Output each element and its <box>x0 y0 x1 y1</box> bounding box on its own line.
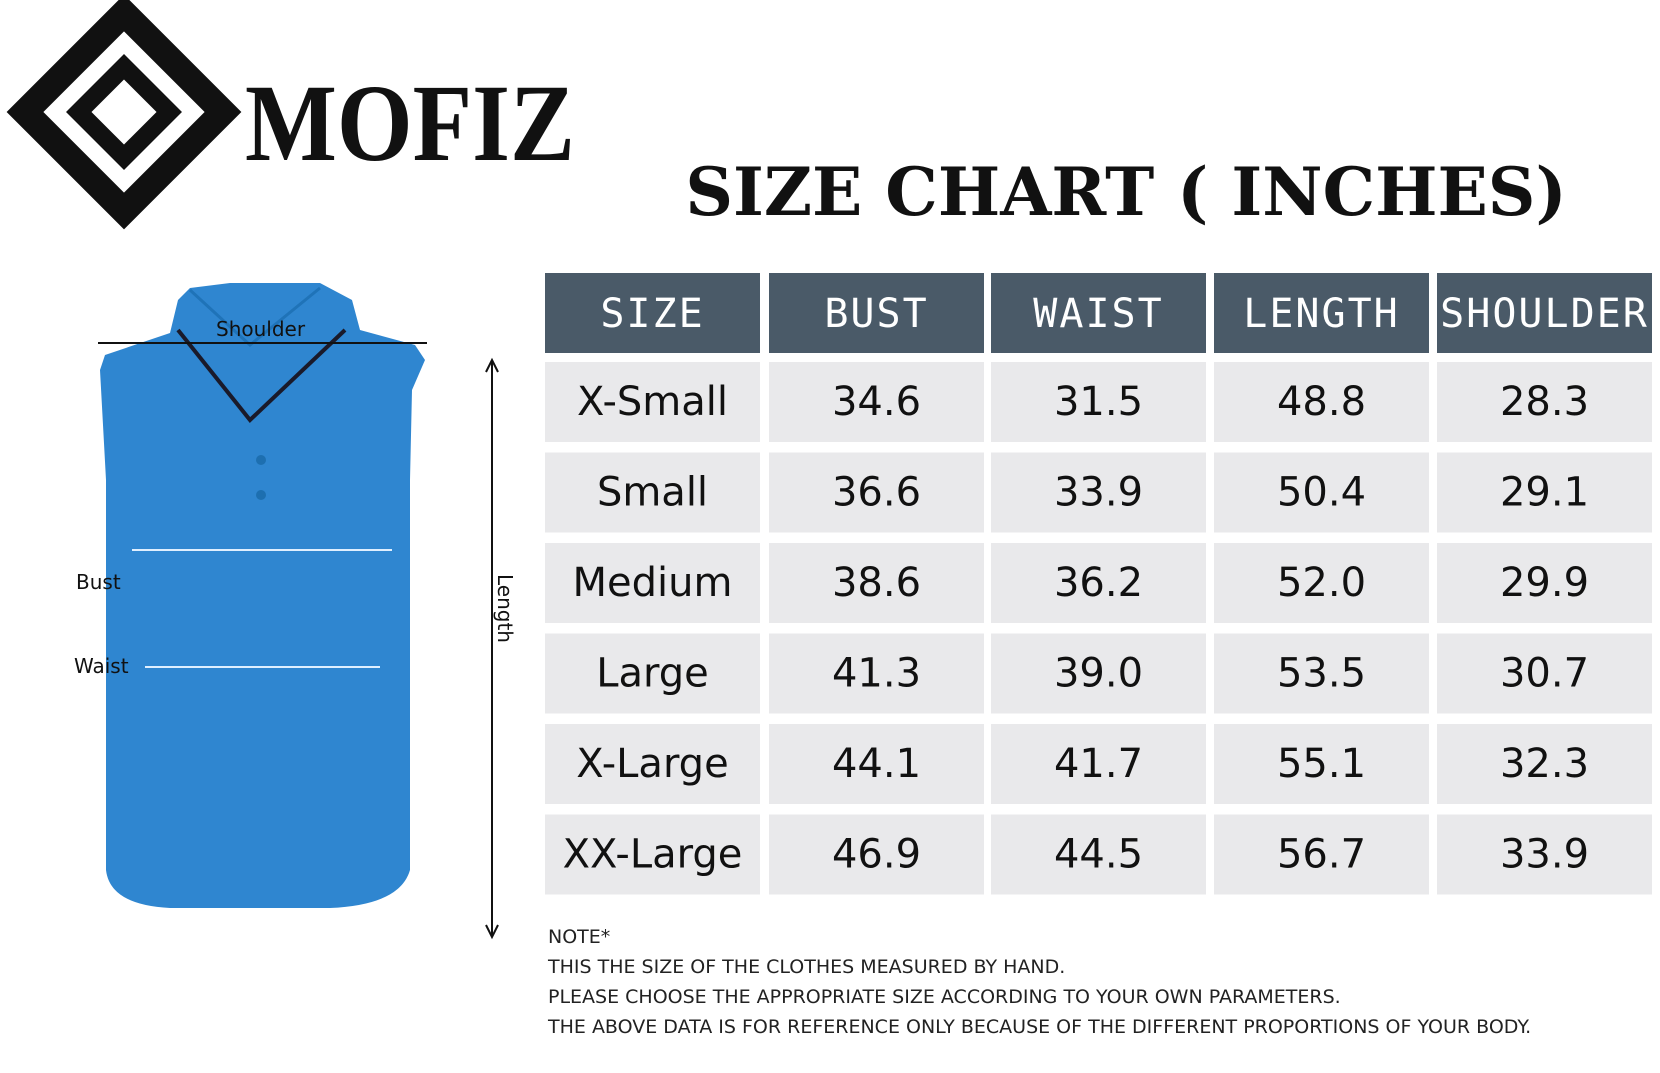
cell <box>991 452 1206 533</box>
cell-text: 31.5 <box>1054 379 1143 425</box>
waist-label: Waist <box>74 654 129 678</box>
header-text: BUST <box>824 291 928 337</box>
cell-text: 56.7 <box>1277 832 1366 878</box>
cell <box>1437 362 1652 442</box>
cell <box>1214 543 1429 623</box>
cell-text: 39.0 <box>1054 651 1143 697</box>
cell-text: 30.7 <box>1500 651 1589 697</box>
cell-text: 52.0 <box>1277 560 1366 606</box>
cell-text: 50.4 <box>1277 470 1366 516</box>
cell-text: 36.2 <box>1054 560 1143 606</box>
cell-text: Large <box>596 651 709 697</box>
cell-text: X-Large <box>576 741 728 787</box>
size-table: SIZE BUST WAIST LENGTH SHOULDER X-Small 34.6 31… <box>545 273 1652 895</box>
header-cell <box>991 273 1206 353</box>
header-cell <box>545 273 760 353</box>
cell-text: Medium <box>573 560 733 606</box>
cell <box>1437 543 1652 623</box>
notes: NOTE* THIS THE SIZE OF THE CLOTHES MEASUR… <box>547 926 1531 1038</box>
cell <box>991 362 1206 442</box>
cell <box>1437 724 1652 804</box>
cell <box>769 814 984 895</box>
length-label: Length <box>493 574 517 643</box>
cell-text: 28.3 <box>1500 379 1589 425</box>
cell <box>545 724 760 804</box>
header-text: LENGTH <box>1243 291 1400 337</box>
cell <box>545 543 760 623</box>
cell <box>545 633 760 714</box>
cell-text: 34.6 <box>832 379 921 425</box>
cell <box>769 362 984 442</box>
cell <box>991 543 1206 623</box>
title: SIZE CHART ( INCHES) <box>685 153 1566 231</box>
cell <box>1214 633 1429 714</box>
cell <box>545 814 760 895</box>
cell <box>991 633 1206 714</box>
cell-text: 41.3 <box>832 651 921 697</box>
cell <box>769 633 984 714</box>
cell <box>769 452 984 533</box>
cell <box>545 362 760 442</box>
cell-text: 33.9 <box>1054 470 1143 516</box>
cell-text: 38.6 <box>832 560 921 606</box>
cell-text: 46.9 <box>832 832 921 878</box>
cell-text: 29.1 <box>1500 470 1589 516</box>
cell-text: 44.1 <box>832 741 921 787</box>
cell-text: 55.1 <box>1277 741 1366 787</box>
cell-text: 33.9 <box>1500 832 1589 878</box>
note-line: NOTE* <box>548 926 610 948</box>
header-text: SHOULDER <box>1440 291 1649 337</box>
cell-text: Small <box>597 470 708 516</box>
cell <box>1214 452 1429 533</box>
header-cell <box>1214 273 1429 353</box>
cell-text: 44.5 <box>1054 832 1143 878</box>
cell-text: 36.6 <box>832 470 921 516</box>
cell-text: 29.9 <box>1500 560 1589 606</box>
bust-label: Bust <box>76 570 121 594</box>
cell <box>1214 362 1429 442</box>
shoulder-label: Shoulder <box>216 317 306 341</box>
cell-text: 53.5 <box>1277 651 1366 697</box>
cell <box>1437 452 1652 533</box>
note-line: THIS THE SIZE OF THE CLOTHES MEASURED BY… <box>547 956 1065 978</box>
cell <box>545 452 760 533</box>
cell <box>1437 633 1652 714</box>
cell-text: 41.7 <box>1054 741 1143 787</box>
cell <box>1437 814 1652 895</box>
header-text: SIZE <box>600 291 704 337</box>
cell-text: 32.3 <box>1500 741 1589 787</box>
brand: MOFIZ <box>245 62 575 184</box>
cell-text: X-Small <box>577 379 728 425</box>
cell <box>1214 724 1429 804</box>
cell-text: 48.8 <box>1277 379 1366 425</box>
cell <box>1214 814 1429 895</box>
cell <box>769 543 984 623</box>
cell-text: XX-Large <box>563 832 743 878</box>
header-cell <box>769 273 984 353</box>
cell <box>991 814 1206 895</box>
header-text: WAIST <box>1033 291 1163 337</box>
logo-icon <box>6 0 242 230</box>
cell <box>769 724 984 804</box>
note-line: PLEASE CHOOSE THE APPROPRIATE SIZE ACCOR… <box>548 986 1341 1008</box>
shirt <box>98 283 499 940</box>
cell <box>991 724 1206 804</box>
note-line: THE ABOVE DATA IS FOR REFERENCE ONLY BEC… <box>547 1016 1531 1038</box>
header-cell <box>1437 273 1652 353</box>
